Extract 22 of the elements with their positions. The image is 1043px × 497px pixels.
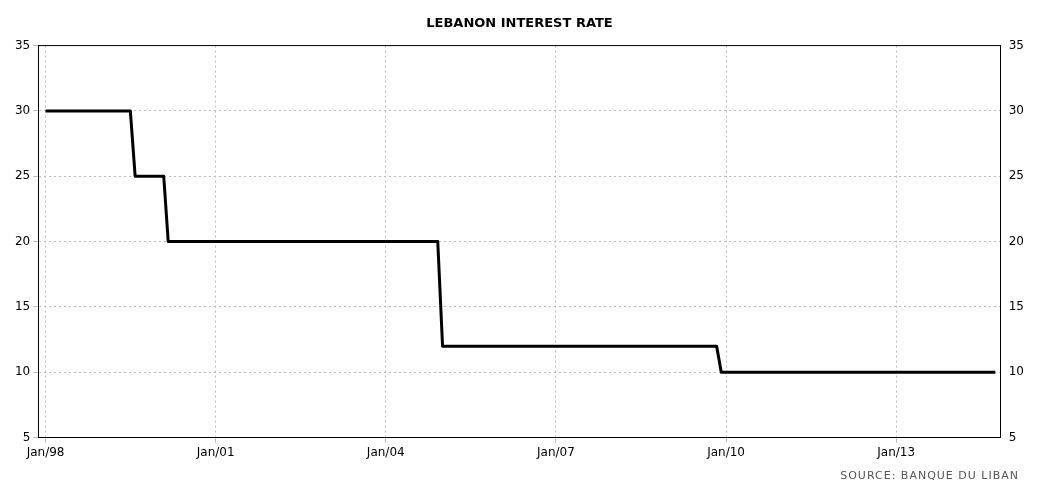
chart-title: LEBANON INTEREST RATE xyxy=(426,15,613,31)
y2-tick-label: 5 xyxy=(1008,429,1017,444)
x-tick-label: Jan/01 xyxy=(195,444,235,459)
y2-tick-label: 25 xyxy=(1008,168,1025,183)
y-tick-label: 35 xyxy=(14,37,31,52)
y-tick-label: 30 xyxy=(14,103,31,118)
y2-tick-label: 35 xyxy=(1008,37,1025,52)
x-tick-label: Jan/13 xyxy=(876,444,916,459)
y2-tick-label: 20 xyxy=(1008,233,1025,248)
x-tick-label: Jan/07 xyxy=(536,444,575,459)
y-tick-label: 25 xyxy=(14,168,31,183)
x-tick-label: Jan/98 xyxy=(25,444,65,459)
y-tick-label: 5 xyxy=(22,429,31,444)
x-tick-label: Jan/04 xyxy=(365,444,405,459)
y-tick-label: 10 xyxy=(14,364,31,379)
source-note: SOURCE: BANQUE DU LIBAN xyxy=(839,469,1020,482)
y2-tick-label: 30 xyxy=(1008,103,1025,118)
y-tick-label: 15 xyxy=(14,299,31,314)
y2-tick-label: 15 xyxy=(1008,299,1025,314)
x-tick-label: Jan/10 xyxy=(706,444,745,459)
y2-tick-label: 10 xyxy=(1008,364,1025,379)
y-tick-label: 20 xyxy=(14,233,31,248)
